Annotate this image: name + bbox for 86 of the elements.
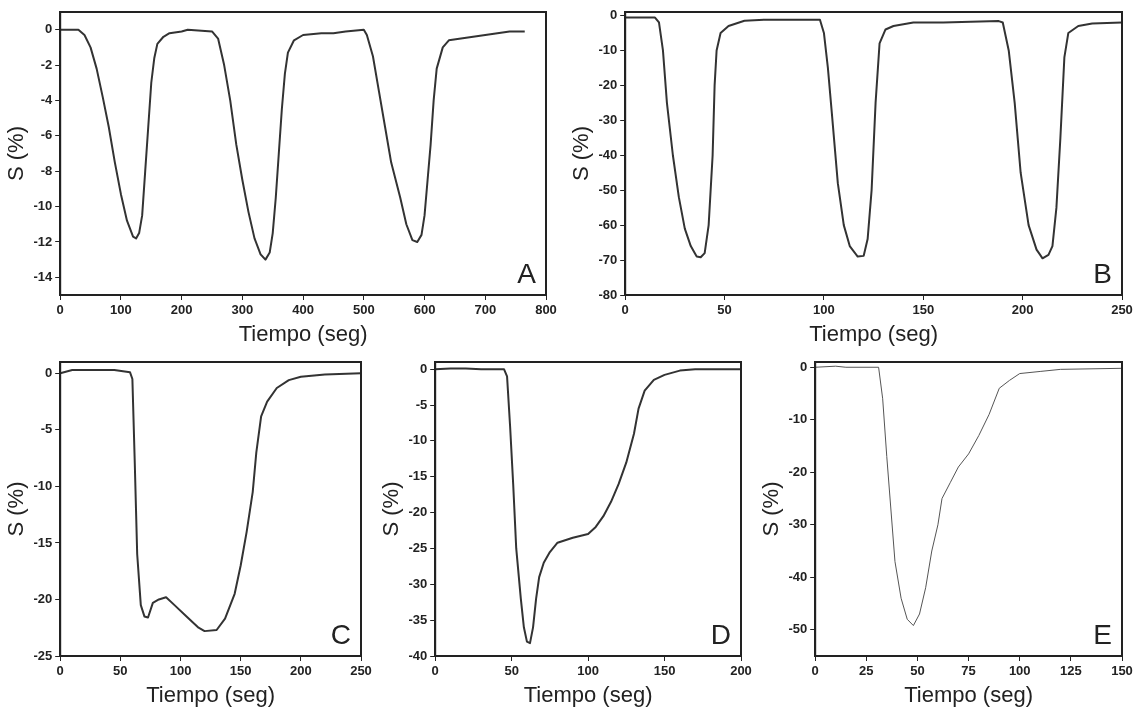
x-tick-label: 100: [169, 663, 192, 679]
y-tick-label: -10: [598, 42, 618, 58]
x-tick-label: 100: [813, 302, 835, 318]
y-tick-label: -10: [33, 198, 53, 214]
y-tick-label: 0: [44, 21, 53, 37]
x-axis-title: Tiempo (seg): [146, 681, 275, 707]
x-tick-label: 0: [621, 302, 629, 318]
x-tick-label: 150: [1111, 663, 1133, 679]
y-tick-label: -20: [788, 463, 808, 479]
x-tick-label: 300: [231, 302, 254, 318]
y-tick-label: -25: [408, 540, 428, 556]
y-tick-label: 0: [609, 7, 618, 23]
x-tick-label: 200: [1011, 302, 1034, 318]
y-tick-label: -30: [598, 111, 618, 127]
y-tick-label: -35: [408, 611, 428, 627]
y-tick-label: -20: [598, 76, 618, 92]
x-tick-label: 25: [859, 663, 874, 679]
x-axis-title: Tiempo (seg): [809, 320, 938, 346]
x-tick-label: 50: [504, 663, 519, 679]
x-tick-label: 250: [1111, 302, 1133, 318]
y-tick-label: 0: [799, 358, 808, 374]
y-tick-label: -40: [408, 647, 428, 663]
y-tick-label: -8: [40, 162, 53, 178]
x-tick-label: 200: [170, 302, 193, 318]
annotation: B: [1093, 257, 1112, 289]
y-axis-title: S (%): [758, 481, 784, 537]
x-tick-label: 75: [961, 663, 976, 679]
y-tick-label: -2: [40, 56, 53, 72]
y-tick-label: -20: [408, 504, 428, 520]
x-tick-label: 400: [292, 302, 314, 318]
x-tick-label: 125: [1060, 663, 1082, 679]
x-tick-label: 100: [1008, 663, 1031, 679]
y-tick-label: -50: [598, 181, 618, 197]
x-tick-label: 50: [717, 302, 732, 318]
y-tick-label: -6: [40, 127, 53, 143]
annotation: D: [710, 618, 731, 650]
y-axis-title: S (%): [3, 126, 29, 181]
annotation: C: [330, 618, 351, 650]
y-tick-label: -40: [598, 146, 618, 162]
x-tick-label: 150: [912, 302, 935, 318]
x-tick-label: 100: [577, 663, 599, 679]
x-tick-label: 250: [350, 663, 372, 679]
y-axis-title: S (%): [3, 481, 29, 537]
x-tick-label: 600: [413, 302, 436, 318]
x-axis-title: Tiempo (seg): [238, 320, 368, 346]
y-tick-label: -60: [598, 216, 618, 232]
y-tick-label: -10: [33, 477, 53, 493]
y-tick-label: 0: [44, 364, 53, 380]
x-tick-label: 200: [730, 663, 752, 679]
x-tick-label: 500: [352, 302, 375, 318]
annotation: A: [517, 257, 537, 289]
y-tick-label: -80: [598, 286, 618, 302]
y-tick-label: -50: [788, 621, 808, 637]
x-tick-label: 150: [653, 663, 676, 679]
x-tick-label: 50: [113, 663, 128, 679]
x-tick-label: 0: [56, 663, 64, 679]
x-tick-label: 100: [110, 302, 132, 318]
y-tick-label: -15: [408, 468, 428, 484]
y-tick-label: -40: [788, 568, 808, 584]
y-tick-label: -30: [788, 516, 808, 532]
y-tick-label: -10: [408, 432, 428, 448]
y-tick-label: 0: [419, 360, 428, 376]
y-tick-label: -30: [408, 575, 428, 591]
y-tick-label: -14: [33, 268, 53, 284]
y-tick-label: -4: [40, 92, 53, 108]
y-tick-label: -70: [598, 251, 618, 267]
x-tick-label: 0: [56, 302, 64, 318]
x-tick-label: 800: [535, 302, 557, 318]
x-tick-label: 0: [811, 663, 819, 679]
y-tick-label: -5: [415, 396, 428, 412]
x-tick-label: 150: [229, 663, 252, 679]
x-axis-title: Tiempo (seg): [904, 681, 1033, 707]
y-tick-label: -12: [33, 233, 53, 249]
y-tick-label: -15: [33, 534, 53, 550]
annotation: E: [1093, 618, 1112, 650]
y-tick-label: -20: [33, 591, 53, 607]
x-tick-label: 0: [431, 663, 439, 679]
x-tick-label: 200: [289, 663, 312, 679]
x-tick-label: 50: [910, 663, 925, 679]
y-tick-label: -25: [33, 647, 53, 663]
y-axis-title: S (%): [378, 481, 404, 537]
y-tick-label: -5: [40, 421, 53, 437]
y-axis-title: S (%): [568, 126, 594, 181]
x-tick-label: 700: [474, 302, 497, 318]
y-tick-label: -10: [788, 411, 808, 427]
x-axis-title: Tiempo (seg): [523, 681, 653, 707]
